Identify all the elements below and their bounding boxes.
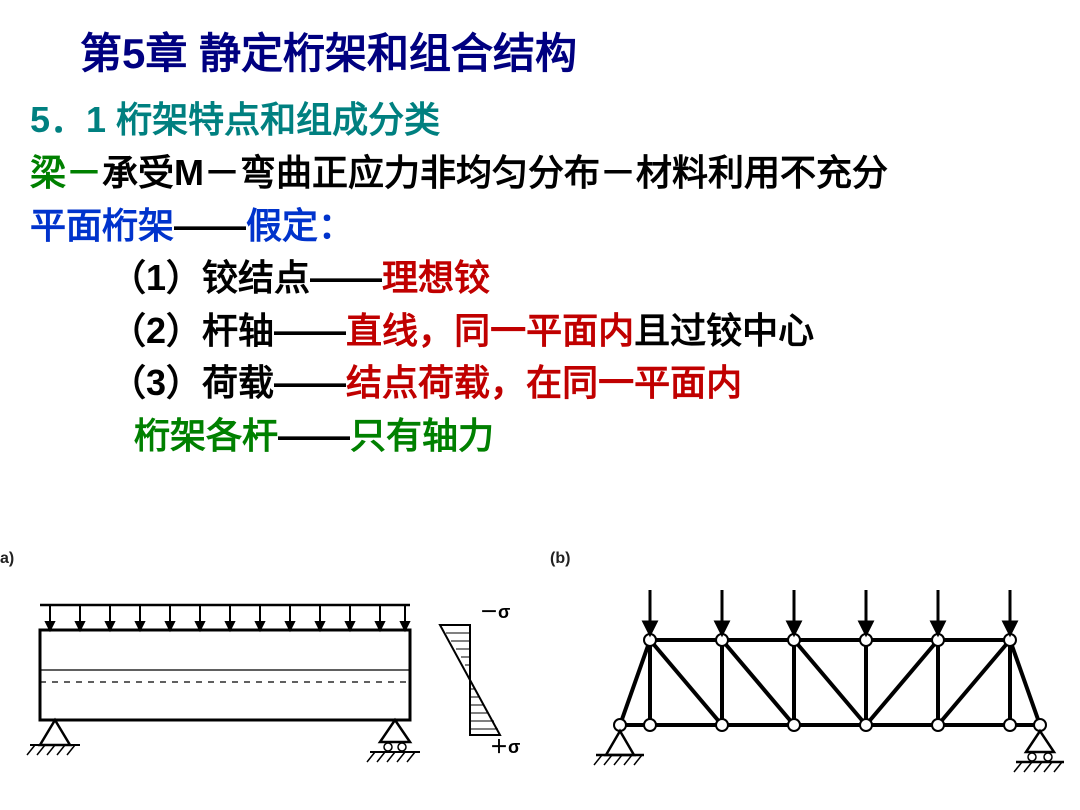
a2-t2: 同一平面内 (454, 310, 634, 351)
beam-line: 梁－承受M－弯曲正应力非均匀分布－材料利用不充分 (0, 147, 1080, 200)
sigma-pos: ＋σ (490, 737, 520, 757)
a1-num: （1） (110, 257, 202, 298)
a3-t2: 同一平面内 (562, 362, 742, 403)
a2-num: （2） (110, 310, 202, 351)
diagrams-area: a) (b) (0, 550, 1080, 810)
dash: —— (278, 415, 350, 456)
beam-text: 承受M－弯曲正应力非均匀分布－材料利用不充分 (102, 152, 888, 193)
diagram-a: －σ ＋σ (10, 570, 530, 800)
a3-label: 荷载 (202, 362, 274, 403)
a2-t1: 直线， (346, 310, 454, 351)
a1-label: 铰结点 (202, 257, 310, 298)
plane-truss-line: 平面桁架——假定： (0, 200, 1080, 253)
diagram-b (590, 570, 1070, 800)
diagram-label-a: a) (0, 550, 14, 568)
assumption-2: （2）杆轴——直线，同一平面内且过铰中心 (0, 305, 1080, 358)
sigma-neg: －σ (480, 602, 510, 622)
a1-tail: 理想铰 (382, 257, 490, 298)
assumption-word: 假定： (246, 205, 354, 246)
section-heading: 5．1 桁架特点和组成分类 (0, 93, 1080, 147)
a3-t1: 结点荷载，在 (346, 362, 562, 403)
summary-p2: 只有轴力 (350, 415, 494, 456)
plane-truss: 平面桁架 (30, 205, 174, 246)
chapter-title: 第5章 静定桁架和组合结构 (0, 20, 1080, 87)
dash: —— (174, 205, 246, 246)
assumption-1: （1）铰结点——理想铰 (0, 252, 1080, 305)
a2-label: 杆轴 (202, 310, 274, 351)
a3-num: （3） (110, 362, 202, 403)
summary-p1: 桁架各杆 (134, 415, 278, 456)
section-num: 5．1 (30, 99, 106, 140)
beam-prefix: 梁－ (30, 152, 102, 193)
a2-t3: 且过铰中心 (634, 310, 814, 351)
section-name: 桁架特点和组成分类 (116, 99, 440, 140)
diagram-label-b: (b) (550, 550, 570, 568)
dash: —— (274, 362, 346, 403)
assumption-3: （3）荷载——结点荷载，在同一平面内 (0, 357, 1080, 410)
summary-line: 桁架各杆——只有轴力 (0, 410, 1080, 463)
dash: —— (310, 257, 382, 298)
dash: —— (274, 310, 346, 351)
